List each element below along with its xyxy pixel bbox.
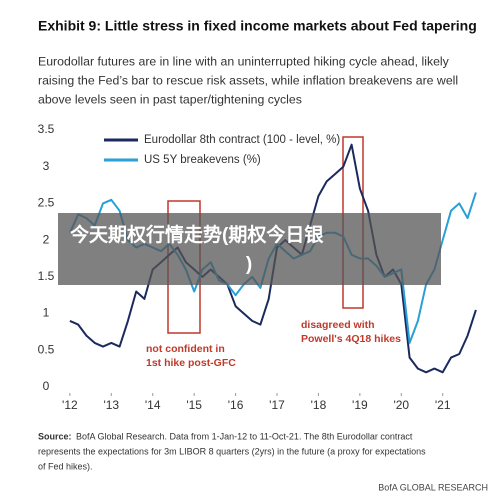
annotation: disagreed with xyxy=(301,319,375,331)
brand: BofA GLOBAL RESEARCH xyxy=(378,482,488,492)
x-tick-label: '20 xyxy=(393,398,409,412)
annotation: not confident in xyxy=(146,343,225,355)
legend-label: US 5Y breakevens (%) xyxy=(144,154,261,166)
y-tick-label: 3 xyxy=(43,159,50,173)
annotation: 1st hike post-GFC xyxy=(146,357,236,369)
y-tick-label: 0.5 xyxy=(38,342,55,356)
source: BofA Global Research. Data from 1-Jan-12… xyxy=(76,431,413,441)
y-tick-label: 1.5 xyxy=(38,269,55,283)
y-tick-label: 2.5 xyxy=(38,196,55,210)
subtitle: above levels seen in past taper/tighteni… xyxy=(38,92,302,106)
x-tick-label: '18 xyxy=(311,398,327,412)
y-tick-label: 1 xyxy=(43,306,50,320)
x-tick-label: '21 xyxy=(435,398,451,412)
x-tick-label: '12 xyxy=(62,398,78,412)
annotation: Powell's 4Q18 hikes xyxy=(301,333,401,345)
x-tick-label: '19 xyxy=(352,398,368,412)
overlay-banner xyxy=(58,213,441,285)
x-tick-label: '17 xyxy=(269,398,285,412)
y-tick-label: 2 xyxy=(43,232,50,246)
chart-title: Exhibit 9: Little stress in fixed income… xyxy=(38,18,477,34)
source-label: Source: xyxy=(38,431,72,441)
x-tick-label: '16 xyxy=(228,398,244,412)
y-tick-label: 0 xyxy=(43,379,50,393)
x-tick-label: '13 xyxy=(103,398,119,412)
x-tick-label: '14 xyxy=(145,398,161,412)
source: represents the expectations for 3m LIBOR… xyxy=(38,446,426,456)
source: of Fed hikes). xyxy=(38,461,93,471)
overlay-text: 今天期权行情走势(期权今日银 xyxy=(69,223,324,246)
subtitle: raising the Fed’s bar to rescue risk ass… xyxy=(38,73,458,87)
subtitle: Eurodollar futures are in line with an u… xyxy=(38,54,450,68)
y-tick-label: 3.5 xyxy=(38,122,55,136)
legend-label: Eurodollar 8th contract (100 - level, %) xyxy=(144,134,340,146)
overlay-text: ) xyxy=(246,254,252,275)
x-tick-label: '15 xyxy=(186,398,202,412)
